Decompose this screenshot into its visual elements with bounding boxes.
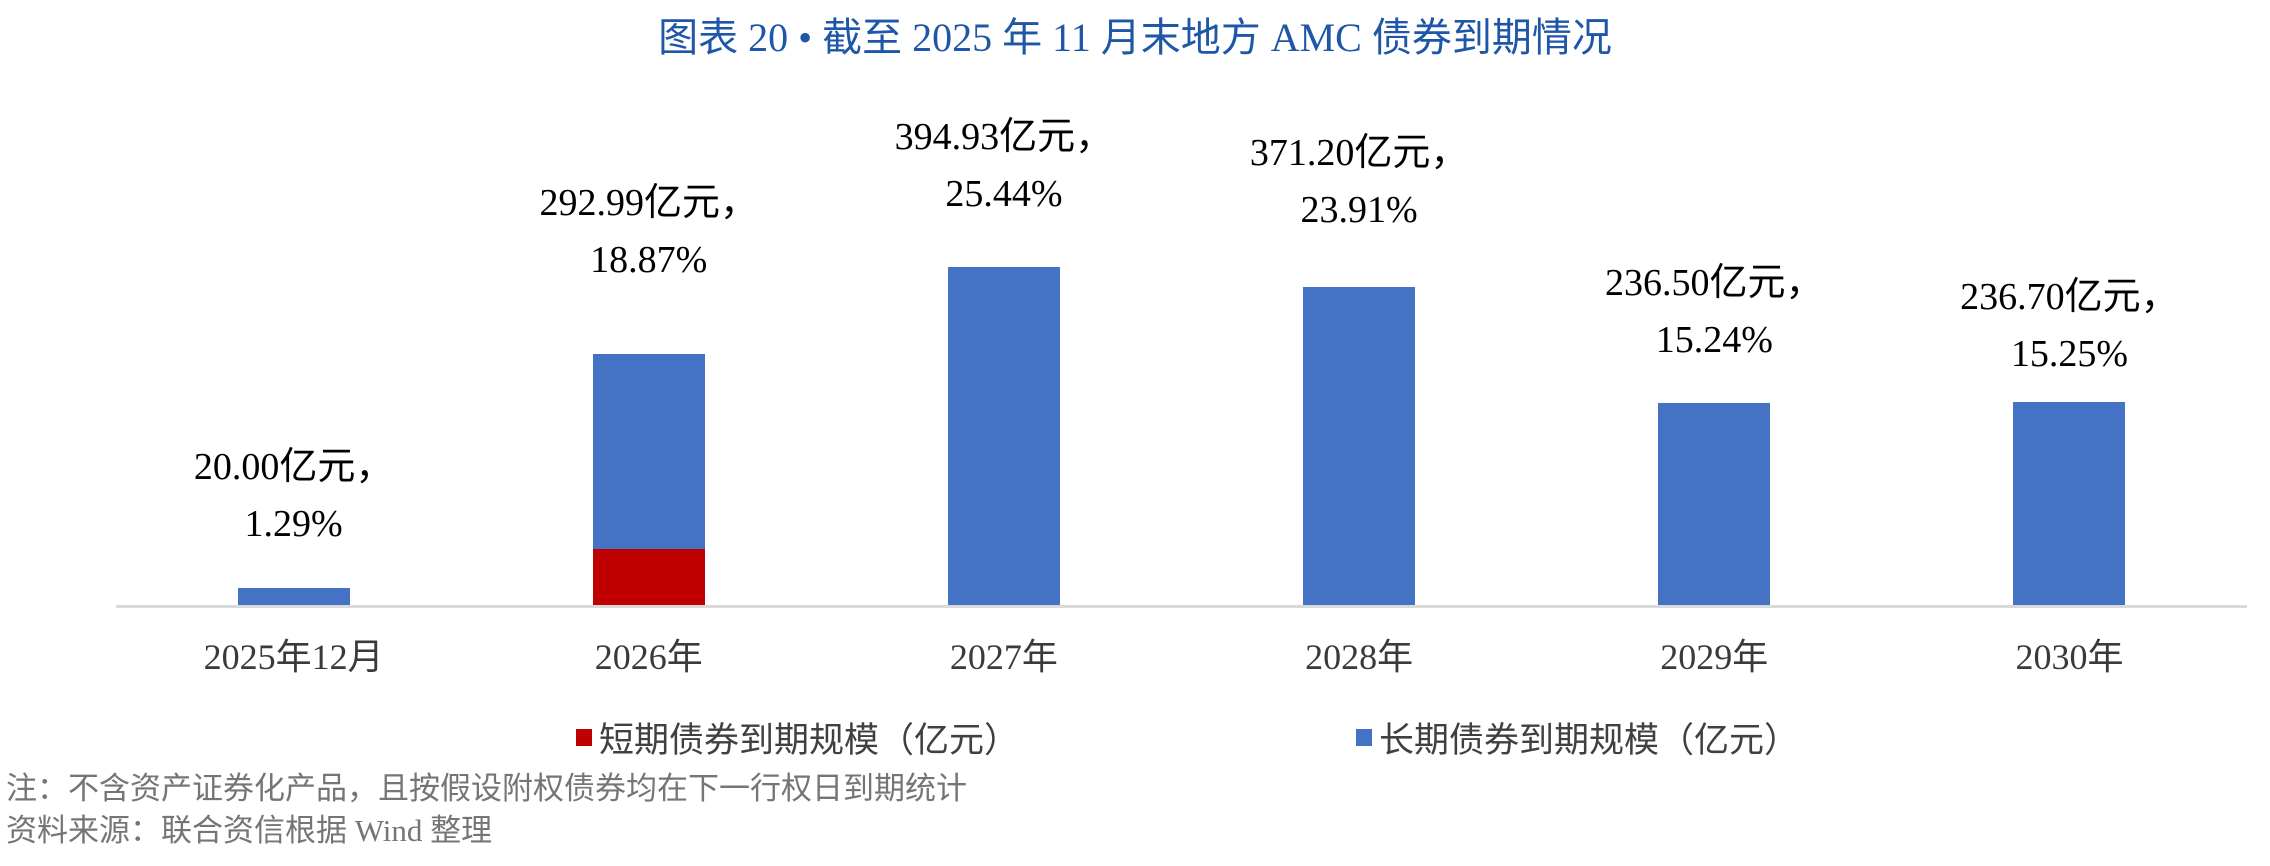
bar-segment-long-term <box>947 266 1060 605</box>
data-label-value: 394.93亿元， <box>894 115 1114 158</box>
bar-group-2025-12: 20.00亿元， 1.29% <box>116 88 471 605</box>
legend-label-long-term: 长期债券到期规模（亿元） <box>1379 721 1800 760</box>
bar-2026 <box>592 354 705 605</box>
data-label-percent: 15.24% <box>1655 318 1773 361</box>
x-axis-labels: 2025年12月 2026年 2027年 2028年 2029年 2030年 <box>116 628 2247 680</box>
bar-2028 <box>1303 287 1416 605</box>
legend-label-short-term: 短期债券到期规模（亿元） <box>599 721 1020 760</box>
bar-segment-long-term <box>1303 287 1416 605</box>
legend-swatch-short-term-icon <box>576 729 592 746</box>
x-label-2026: 2026年 <box>594 637 703 677</box>
bar-2027 <box>947 266 1060 605</box>
bar-group-2027: 394.93亿元， 25.44% <box>826 88 1181 605</box>
legend-item-short-term: 短期债券到期规模（亿元） <box>576 712 1019 763</box>
bar-2029 <box>1658 402 1771 605</box>
x-label-2029: 2029年 <box>1660 637 1769 677</box>
bar-group-2029: 236.50亿元， 15.24% <box>1537 88 1892 605</box>
legend-item-long-term: 长期债券到期规模（亿元） <box>1356 712 1799 763</box>
bar-segment-long-term <box>1658 402 1771 605</box>
x-label-2028: 2028年 <box>1305 637 1414 677</box>
data-label-2028: 371.20亿元， 23.91% <box>1159 125 1559 239</box>
data-label-2025-12: 20.00亿元， 1.29% <box>94 439 494 553</box>
x-label-2027: 2027年 <box>949 637 1058 677</box>
x-label-2025-12: 2025年12月 <box>203 637 384 677</box>
bar-segment-long-term <box>2013 402 2126 605</box>
plot-area: 20.00亿元， 1.29% 292.99亿元， 18.87% 394.93亿元… <box>116 88 2247 608</box>
footnote-source: 资料来源：联合资信根据 Wind 整理 <box>6 813 493 848</box>
data-label-value: 236.70亿元， <box>1960 276 2179 319</box>
data-label-2030: 236.70亿元， 15.25% <box>1869 269 2269 383</box>
data-label-2026: 292.99亿元， 18.87% <box>449 175 849 289</box>
data-label-value: 236.50亿元， <box>1605 261 1824 304</box>
bar-group-2026: 292.99亿元， 18.87% <box>471 88 826 605</box>
legend-swatch-long-term-icon <box>1356 729 1372 746</box>
data-label-value: 20.00亿元， <box>193 445 394 488</box>
data-label-percent: 15.25% <box>2010 333 2129 376</box>
data-label-value: 292.99亿元， <box>539 182 758 225</box>
bar-segment-short-term <box>592 549 705 605</box>
data-label-percent: 25.44% <box>945 172 1063 215</box>
x-label-2030: 2030年 <box>2015 637 2124 677</box>
footnote-note: 注：不含资产证券化产品，且按假设附权债券均在下一行权日到期统计 <box>6 771 967 806</box>
data-label-percent: 23.91% <box>1300 189 1418 232</box>
bar-2025-12 <box>237 587 350 605</box>
bar-group-2030: 236.70亿元， 15.25% <box>1892 88 2247 605</box>
data-label-percent: 18.87% <box>590 239 708 282</box>
footnotes: 注：不含资产证券化产品，且按假设附权债券均在下一行权日到期统计 资料来源：联合资… <box>6 768 967 852</box>
bar-segment-long-term <box>592 354 705 550</box>
bar-group-2028: 371.20亿元， 23.91% <box>1182 88 1537 605</box>
data-label-value: 371.20亿元， <box>1249 132 1469 175</box>
bar-2030 <box>2013 402 2126 605</box>
data-label-2027: 394.93亿元， 25.44% <box>804 109 1204 223</box>
bar-segment-long-term <box>237 587 350 605</box>
chart-title: 图表 20 • 截至 2025 年 11 月末地方 AMC 债券到期情况 <box>658 15 1612 60</box>
data-label-percent: 1.29% <box>244 502 343 545</box>
data-label-2029: 236.50亿元， 15.24% <box>1514 255 1914 369</box>
